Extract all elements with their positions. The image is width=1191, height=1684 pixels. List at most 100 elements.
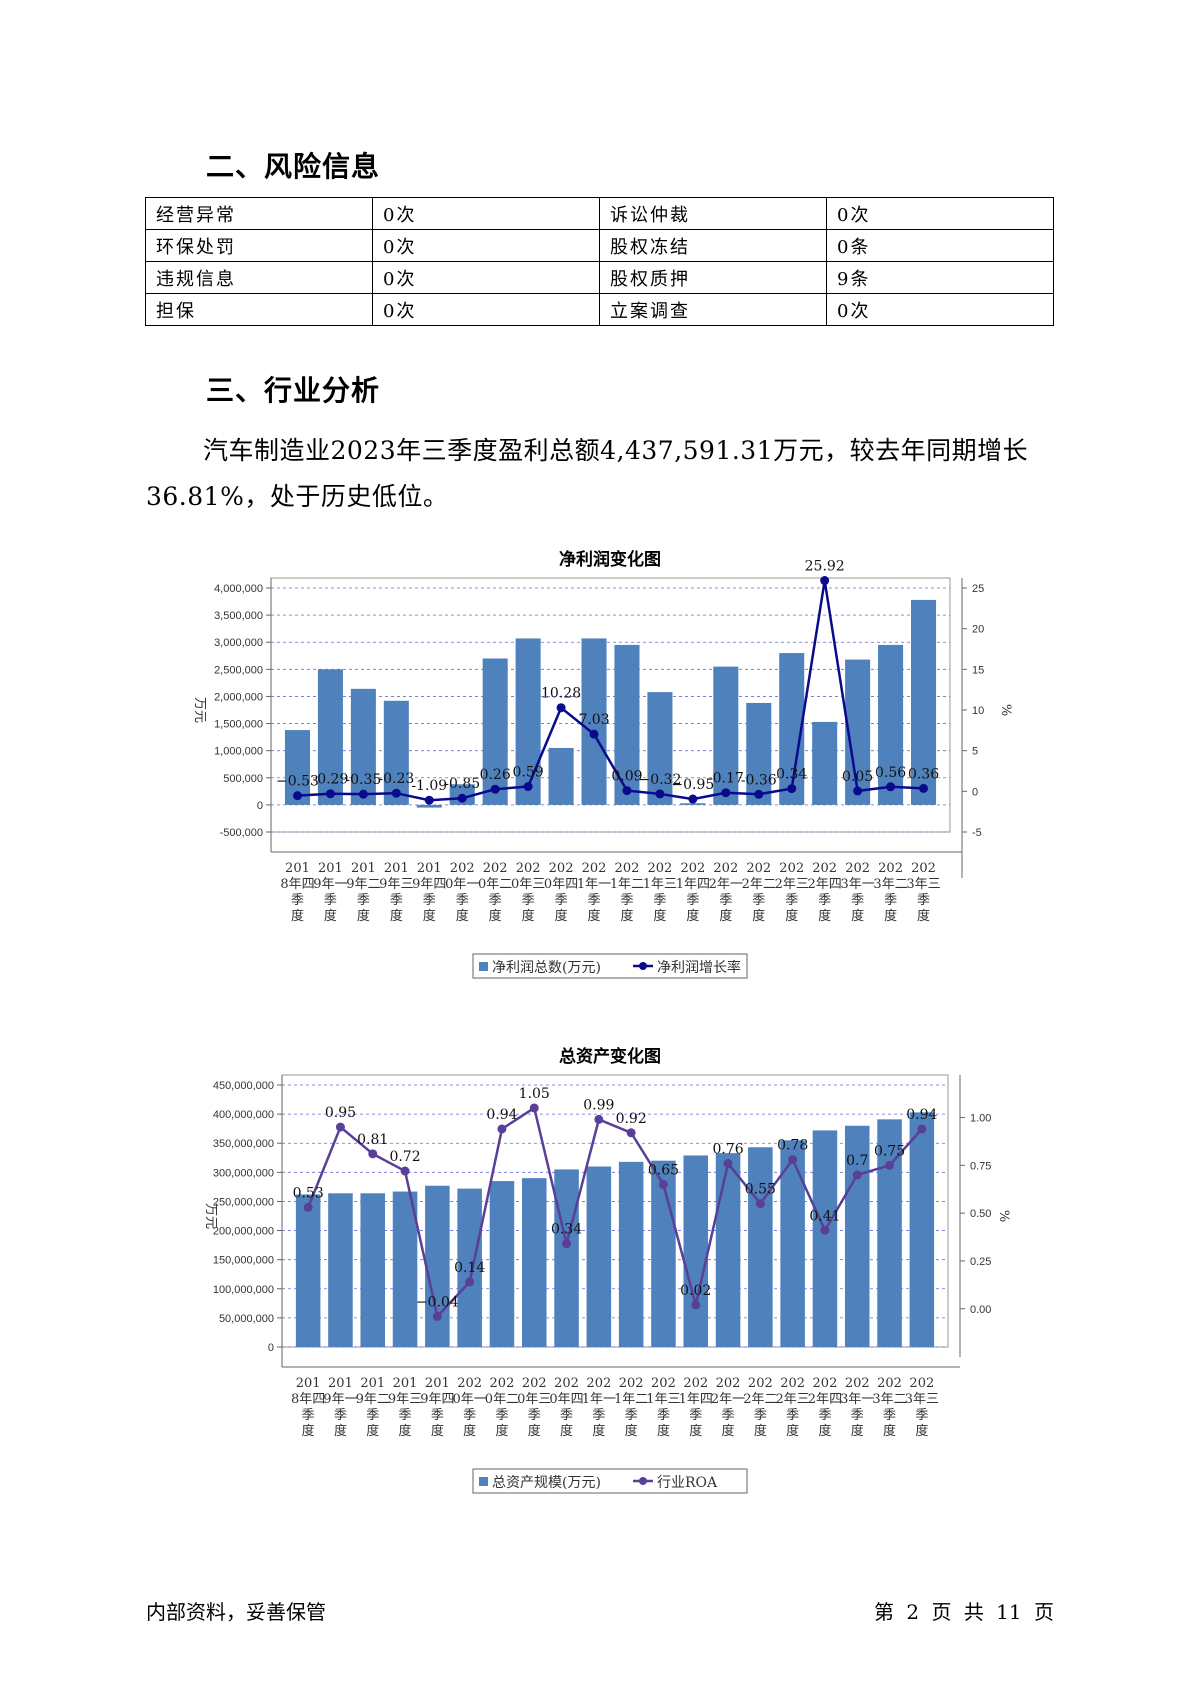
line-point <box>919 783 929 793</box>
data-label: -1.09 <box>411 778 447 794</box>
legend-bar-swatch <box>479 962 488 971</box>
risk-item-label: 环保处罚 <box>145 229 373 262</box>
bar <box>812 1130 838 1347</box>
y2-tick-label: 25 <box>972 583 984 595</box>
data-label: 1.05 <box>519 1086 550 1102</box>
bar <box>548 747 574 805</box>
data-label: -0.35 <box>345 772 381 788</box>
line-point <box>589 729 599 739</box>
line-point <box>658 1179 668 1189</box>
y-tick-label: -500,000 <box>220 827 263 839</box>
x-tick-label: 202 0年四季度 <box>544 861 578 924</box>
y2-tick-label: 0.50 <box>970 1208 991 1220</box>
x-tick-label: 201 9年二季度 <box>346 861 380 924</box>
x-tick-label: 201 9年一季度 <box>313 861 347 924</box>
legend-line-label: 行业ROA <box>657 1475 718 1491</box>
data-label: −0.95 <box>671 777 714 793</box>
x-tick-label: 202 0年二季度 <box>478 861 512 924</box>
data-label: 0.94 <box>486 1107 517 1123</box>
y2-tick-label: 0 <box>972 786 978 798</box>
x-tick-label: 202 2年四季度 <box>808 1376 842 1439</box>
y2-tick-label: -5 <box>972 827 982 839</box>
chart-title: 总资产变化图 <box>559 1046 661 1067</box>
data-label: 0.02 <box>680 1283 711 1299</box>
x-tick-label: 201 9年四季度 <box>420 1376 454 1439</box>
y-tick-label: 4,000,000 <box>214 583 263 595</box>
data-label: 0.94 <box>906 1107 937 1123</box>
x-tick-label: 202 0年四季度 <box>549 1376 583 1439</box>
line-point <box>754 789 764 799</box>
data-label: -0.36 <box>741 772 777 788</box>
net-profit-chart: 净利润变化图 4,000,000 3,500,000 3,000,000 2,500,0… <box>180 548 1020 998</box>
line-point <box>335 1122 345 1132</box>
line-point <box>303 1202 313 1212</box>
risk-item-value: 0次 <box>372 229 600 262</box>
y-tick-label: 500,000 <box>223 773 263 785</box>
line-point <box>917 1124 927 1134</box>
x-tick-label: 202 2年二季度 <box>742 861 776 924</box>
chart-legend: 总资产规模(万元) 行业ROA <box>472 1468 748 1494</box>
data-label: 0.26 <box>480 767 511 783</box>
risk-table-row: 环保处罚 0次 股权冻结 0条 <box>145 229 1054 262</box>
x-tick-label: 202 0年三季度 <box>511 861 545 924</box>
line-point <box>325 789 335 799</box>
line-point <box>788 1155 798 1165</box>
data-label: -0.17 <box>708 771 744 787</box>
data-label: 0.92 <box>616 1111 647 1127</box>
x-tick-label: 202 0年三季度 <box>517 1376 551 1439</box>
bar <box>746 702 772 805</box>
y2-tick-label: 0.75 <box>970 1160 991 1172</box>
data-label: 0.81 <box>357 1132 388 1148</box>
risk-item-value: 9条 <box>826 261 1054 294</box>
bar <box>651 1160 676 1347</box>
y2-tick-label: 0.00 <box>970 1304 991 1316</box>
bar <box>392 1191 418 1347</box>
x-tick-label: 202 0年一季度 <box>453 1376 487 1439</box>
line-point <box>432 1311 442 1321</box>
y-tick-label: 50,000,000 <box>219 1313 274 1325</box>
x-tick-label: 202 3年三季度 <box>905 1376 939 1439</box>
line-point <box>368 1149 378 1159</box>
y-tick-label: 200,000,000 <box>213 1226 274 1238</box>
legend-line-marker <box>639 962 647 970</box>
x-tick-label: 202 1年二季度 <box>610 861 644 924</box>
risk-item-value: 0次 <box>826 197 1054 230</box>
data-label: -0.29 <box>312 772 348 788</box>
line-point <box>820 576 830 586</box>
data-label: 0.56 <box>875 765 906 781</box>
x-tick-label: 202 2年一季度 <box>709 861 743 924</box>
x-tick-label: 201 9年四季度 <box>412 861 446 924</box>
y2-tick-label: 0.25 <box>970 1256 991 1268</box>
bar <box>416 804 442 808</box>
bar <box>680 803 706 805</box>
data-label: 0.72 <box>389 1149 420 1165</box>
line-point <box>626 1128 636 1138</box>
data-label: 7.03 <box>578 712 609 728</box>
line-point <box>457 793 467 803</box>
y-tick-label: 0 <box>257 800 263 812</box>
y-tick-label: 300,000,000 <box>213 1167 274 1179</box>
y2-axis-label: % <box>996 1210 1011 1222</box>
x-tick-label: 201 9年二季度 <box>356 1376 390 1439</box>
bar <box>360 1193 386 1347</box>
y-tick-label: 1,500,000 <box>214 719 263 731</box>
y-tick-label: 250,000,000 <box>213 1196 274 1208</box>
data-label: -0.85 <box>444 776 480 792</box>
data-label: 0.59 <box>513 765 544 781</box>
x-tick-label: 202 1年一季度 <box>577 861 611 924</box>
risk-info-table: 经营异常 0次 诉讼仲裁 0次 环保处罚 0次 股权冻结 0条 违规信息 0次 股权质押 9条 担保 0次… <box>145 197 1054 326</box>
bar <box>317 669 343 805</box>
x-tick-label: 202 2年三季度 <box>775 861 809 924</box>
y-tick-label: 3,500,000 <box>214 610 263 622</box>
x-tick-label: 202 1年一季度 <box>582 1376 616 1439</box>
x-tick-label: 202 3年三季度 <box>906 861 940 924</box>
footer-page-number: 第 2 页 共 11 页 <box>874 1600 1054 1624</box>
y-tick-label: 100,000,000 <box>213 1284 274 1296</box>
x-tick-label: 202 1年三季度 <box>643 861 677 924</box>
line-point <box>721 788 731 798</box>
bar <box>515 638 541 805</box>
chart-svg: 净利润变化图 4,000,000 3,500,000 3,000,000 2,500,0… <box>192 549 1013 979</box>
line-point <box>465 1277 475 1287</box>
x-tick-label: 201 9年一季度 <box>323 1376 357 1439</box>
risk-table-row: 经营异常 0次 诉讼仲裁 0次 <box>145 197 1054 230</box>
